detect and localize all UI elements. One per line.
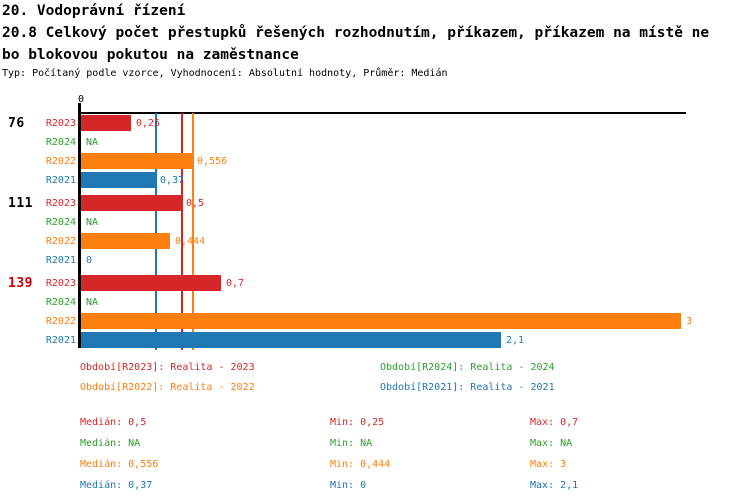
y-axis-line bbox=[78, 103, 81, 348]
series-label: R2024 bbox=[45, 137, 76, 148]
series-label: R2024 bbox=[45, 217, 76, 228]
series-label: R2022 bbox=[45, 156, 76, 167]
max-cell: Max: NA bbox=[530, 438, 573, 449]
max-cell: Max: 0,7 bbox=[530, 417, 579, 428]
group-label: 111 bbox=[8, 196, 33, 211]
bar bbox=[81, 313, 681, 329]
legend-item: Období[R2021]: Realita - 2021 bbox=[380, 382, 555, 393]
group-label: 139 bbox=[8, 276, 33, 291]
section-title: 20. Vodoprávní řízení bbox=[2, 3, 186, 19]
x-axis-line bbox=[78, 112, 686, 114]
series-label: R2021 bbox=[45, 335, 76, 346]
series-label: R2021 bbox=[45, 175, 76, 186]
median-cell: Medián: NA bbox=[80, 438, 141, 449]
bar-value-label: NA bbox=[86, 297, 99, 308]
max-cell: Max: 3 bbox=[530, 459, 567, 470]
series-label: R2021 bbox=[45, 255, 76, 266]
bar-value-label: 0,7 bbox=[226, 278, 245, 289]
chart-legend: Období[R2023]: Realita - 2023 Období[R202… bbox=[80, 362, 555, 402]
max-cell: Max: 2,1 bbox=[530, 480, 579, 491]
indicator-title-line1: 20.8 Celkový počet přestupků řešených ro… bbox=[2, 25, 710, 41]
bar bbox=[81, 332, 501, 348]
median-line-r2022 bbox=[192, 113, 194, 350]
median-line-r2021 bbox=[155, 113, 157, 350]
min-cell: Min: 0 bbox=[330, 480, 367, 491]
group-label: 76 bbox=[8, 116, 25, 131]
stats-summary: Medián: 0,5 Min: 0,25 Max: 0,7 Medián: NA Mi… bbox=[80, 417, 578, 498]
series-label: R2023 bbox=[45, 118, 76, 129]
bar bbox=[81, 153, 192, 169]
bar-value-label: 0,5 bbox=[186, 198, 205, 209]
bar-value-label: 0,556 bbox=[197, 156, 228, 167]
series-label: R2024 bbox=[45, 297, 76, 308]
min-cell: Min: 0,444 bbox=[330, 459, 391, 470]
bar-value-label: NA bbox=[86, 217, 99, 228]
bar-value-label: NA bbox=[86, 137, 99, 148]
bar-value-label: 3 bbox=[686, 316, 693, 327]
indicator-meta: Typ: Počítaný podle vzorce, Vyhodnocení:… bbox=[2, 68, 448, 79]
median-cell: Medián: 0,5 bbox=[80, 417, 147, 428]
bar-value-label: 0,444 bbox=[175, 236, 206, 247]
series-label: R2023 bbox=[45, 198, 76, 209]
bar bbox=[81, 275, 221, 291]
legend-item: Období[R2023]: Realita - 2023 bbox=[80, 362, 255, 373]
bar-value-label: 0,37 bbox=[160, 175, 185, 186]
indicator-title-line2: bo blokovou pokutou na zaměstnance bbox=[2, 47, 299, 63]
bar bbox=[81, 172, 155, 188]
series-label: R2022 bbox=[45, 236, 76, 247]
bar bbox=[81, 115, 131, 131]
legend-item: Období[R2024]: Realita - 2024 bbox=[380, 362, 555, 373]
x-axis-zero-tick-label: 0 bbox=[77, 94, 85, 105]
median-cell: Medián: 0,37 bbox=[80, 480, 153, 491]
bar bbox=[81, 233, 170, 249]
series-label: R2022 bbox=[45, 316, 76, 327]
median-cell: Medián: 0,556 bbox=[80, 459, 159, 470]
legend-item: Období[R2022]: Realita - 2022 bbox=[80, 382, 255, 393]
min-cell: Min: NA bbox=[330, 438, 373, 449]
bar-value-label: 0 bbox=[86, 255, 93, 266]
series-label: R2023 bbox=[45, 278, 76, 289]
median-line-r2023 bbox=[181, 113, 183, 350]
min-cell: Min: 0,25 bbox=[330, 417, 385, 428]
bar-value-label: 2,1 bbox=[506, 335, 525, 346]
bar bbox=[81, 195, 181, 211]
bar-value-label: 0,25 bbox=[136, 118, 161, 129]
